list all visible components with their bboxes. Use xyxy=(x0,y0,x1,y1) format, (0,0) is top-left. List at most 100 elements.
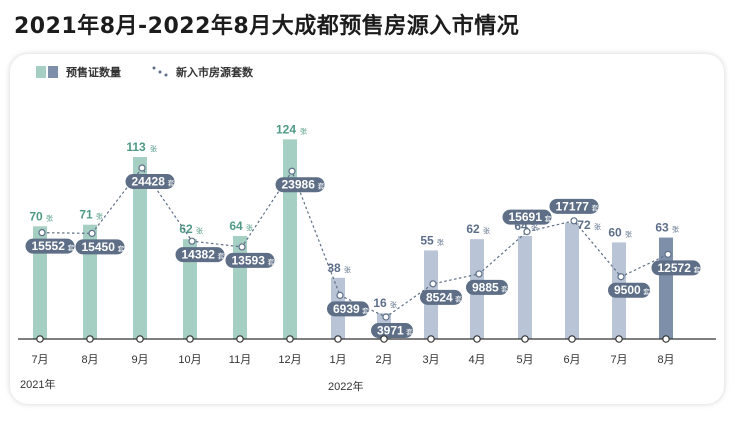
bar-value-label-6: 124 xyxy=(276,122,296,136)
line-unit-label-10: 套 xyxy=(501,284,508,293)
line-unit-label-3: 套 xyxy=(168,179,175,188)
line-value-label-3: 24428 xyxy=(132,175,166,189)
x-tick-label-14: 8月 xyxy=(657,354,674,366)
line-point-11 xyxy=(523,228,531,236)
x-tick-label-11: 5月 xyxy=(516,354,533,366)
bar-unit-label-9: 张 xyxy=(437,237,444,246)
line-point-14 xyxy=(664,250,672,258)
line-pill-5 xyxy=(225,252,275,268)
line-pill-6 xyxy=(275,177,325,193)
x-tick-label-4: 10月 xyxy=(178,354,201,366)
line-value-label-12: 17177 xyxy=(556,199,590,213)
bar-unit-label-6: 张 xyxy=(300,126,307,135)
line-pill-13 xyxy=(608,282,650,298)
bar-value-label-1: 70 xyxy=(29,209,43,223)
line-unit-label-2: 套 xyxy=(118,244,125,253)
x-tick-marker-3 xyxy=(136,335,144,343)
legend-line-label: 新入市房源套数 xyxy=(176,65,254,79)
line-unit-label-7: 套 xyxy=(362,306,369,315)
line-point-10 xyxy=(475,270,483,278)
x-tick-label-10: 4月 xyxy=(468,354,485,366)
bar-1 xyxy=(33,226,47,339)
line-point-4 xyxy=(188,237,196,245)
legend-line-marker-3 xyxy=(164,73,168,77)
line-unit-label-1: 套 xyxy=(68,243,75,252)
line-pill-14 xyxy=(651,260,701,276)
line-value-label-4: 14382 xyxy=(182,248,216,262)
x-tick-label-3: 9月 xyxy=(131,354,148,366)
line-value-label-7: 6939 xyxy=(333,302,360,316)
x-tick-label-6: 12月 xyxy=(278,354,301,366)
x-tick-marker-13 xyxy=(615,335,623,343)
x-tick-label-7: 1月 xyxy=(329,354,346,366)
chart-card: 预售证数量 新入市房源套数 70 张 71 张 113 张 62 张 64 张 124 张 38 张 16 张… xyxy=(10,54,724,404)
year-label-2022: 2022年 xyxy=(328,379,363,393)
bar-value-label-10: 62 xyxy=(466,222,480,236)
line-point-3 xyxy=(138,164,146,172)
x-tick-marker-4 xyxy=(186,335,194,343)
bar-unit-label-3: 张 xyxy=(150,144,157,153)
bar-value-label-14: 63 xyxy=(655,221,669,235)
line-point-6 xyxy=(288,167,296,175)
x-tick-label-1: 7月 xyxy=(31,354,48,366)
line-pill-10 xyxy=(466,279,508,295)
bar-3 xyxy=(133,157,147,339)
x-tick-label-9: 3月 xyxy=(422,354,439,366)
x-tick-marker-7 xyxy=(334,335,342,343)
x-axis: 7月 8月 9月 10月 11月 12月 1月 2月 3月 4月 5月 6月 7月 8月 xyxy=(18,335,716,366)
line-point-2 xyxy=(88,229,96,237)
x-tick-marker-1 xyxy=(36,335,44,343)
line-pill-9 xyxy=(420,289,462,305)
x-tick-label-2: 8月 xyxy=(81,354,98,366)
line-point-7 xyxy=(336,291,344,299)
legend-swatch-blue xyxy=(48,66,58,78)
line-unit-label-8: 套 xyxy=(406,328,413,337)
line-pill-11 xyxy=(502,209,552,225)
x-tick-marker-6 xyxy=(286,335,294,343)
x-tick-marker-8 xyxy=(380,335,388,343)
line-unit-label-4: 套 xyxy=(218,252,225,261)
line-value-label-11: 15691 xyxy=(509,210,543,224)
bar-4 xyxy=(183,239,197,339)
x-tick-marker-11 xyxy=(521,335,529,343)
line-point-9 xyxy=(429,280,437,288)
x-tick-label-8: 2月 xyxy=(375,354,392,366)
x-tick-marker-2 xyxy=(86,335,94,343)
legend-swatch-green xyxy=(36,66,46,78)
line-unit-label-5: 套 xyxy=(268,257,275,266)
line-point-8 xyxy=(382,313,390,321)
line-unit-label-6: 套 xyxy=(318,182,325,191)
bar-value-label-4: 62 xyxy=(179,222,193,236)
bar-value-label-2: 71 xyxy=(79,208,93,222)
bar-unit-label-2: 张 xyxy=(96,212,103,221)
bar-12 xyxy=(565,223,579,339)
line-value-label-13: 9500 xyxy=(614,283,641,297)
line-value-label-5: 13593 xyxy=(232,253,266,267)
bar-value-label-8: 16 xyxy=(373,296,387,310)
line-point-5 xyxy=(238,243,246,251)
line-pill-4 xyxy=(175,247,225,263)
bar-unit-label-7: 张 xyxy=(344,265,351,274)
line-value-label-8: 3971 xyxy=(377,324,404,338)
bar-value-label-7: 38 xyxy=(327,261,341,275)
line-pill-8 xyxy=(371,323,413,338)
line-point-13 xyxy=(617,273,625,281)
x-tick-label-5: 11月 xyxy=(229,354,251,366)
bar-unit-label-4: 张 xyxy=(196,226,203,235)
line-point-1 xyxy=(38,229,46,237)
bar-unit-label-1: 张 xyxy=(46,213,53,222)
bar-unit-label-14: 张 xyxy=(672,225,679,234)
legend-bars-label: 预售证数量 xyxy=(66,65,121,79)
bar-unit-label-12: 张 xyxy=(594,222,601,231)
bar-value-label-12: 72 xyxy=(577,218,591,232)
bar-unit-label-8: 张 xyxy=(390,300,397,309)
x-tick-marker-5 xyxy=(236,335,244,343)
line-pill-12 xyxy=(549,198,599,214)
legend: 预售证数量 新入市房源套数 xyxy=(36,65,254,79)
bar-value-label-13: 60 xyxy=(608,225,622,239)
line-value-label-6: 23986 xyxy=(282,178,316,192)
line-unit-label-9: 套 xyxy=(455,294,462,303)
line-value-label-9: 8524 xyxy=(426,290,453,304)
